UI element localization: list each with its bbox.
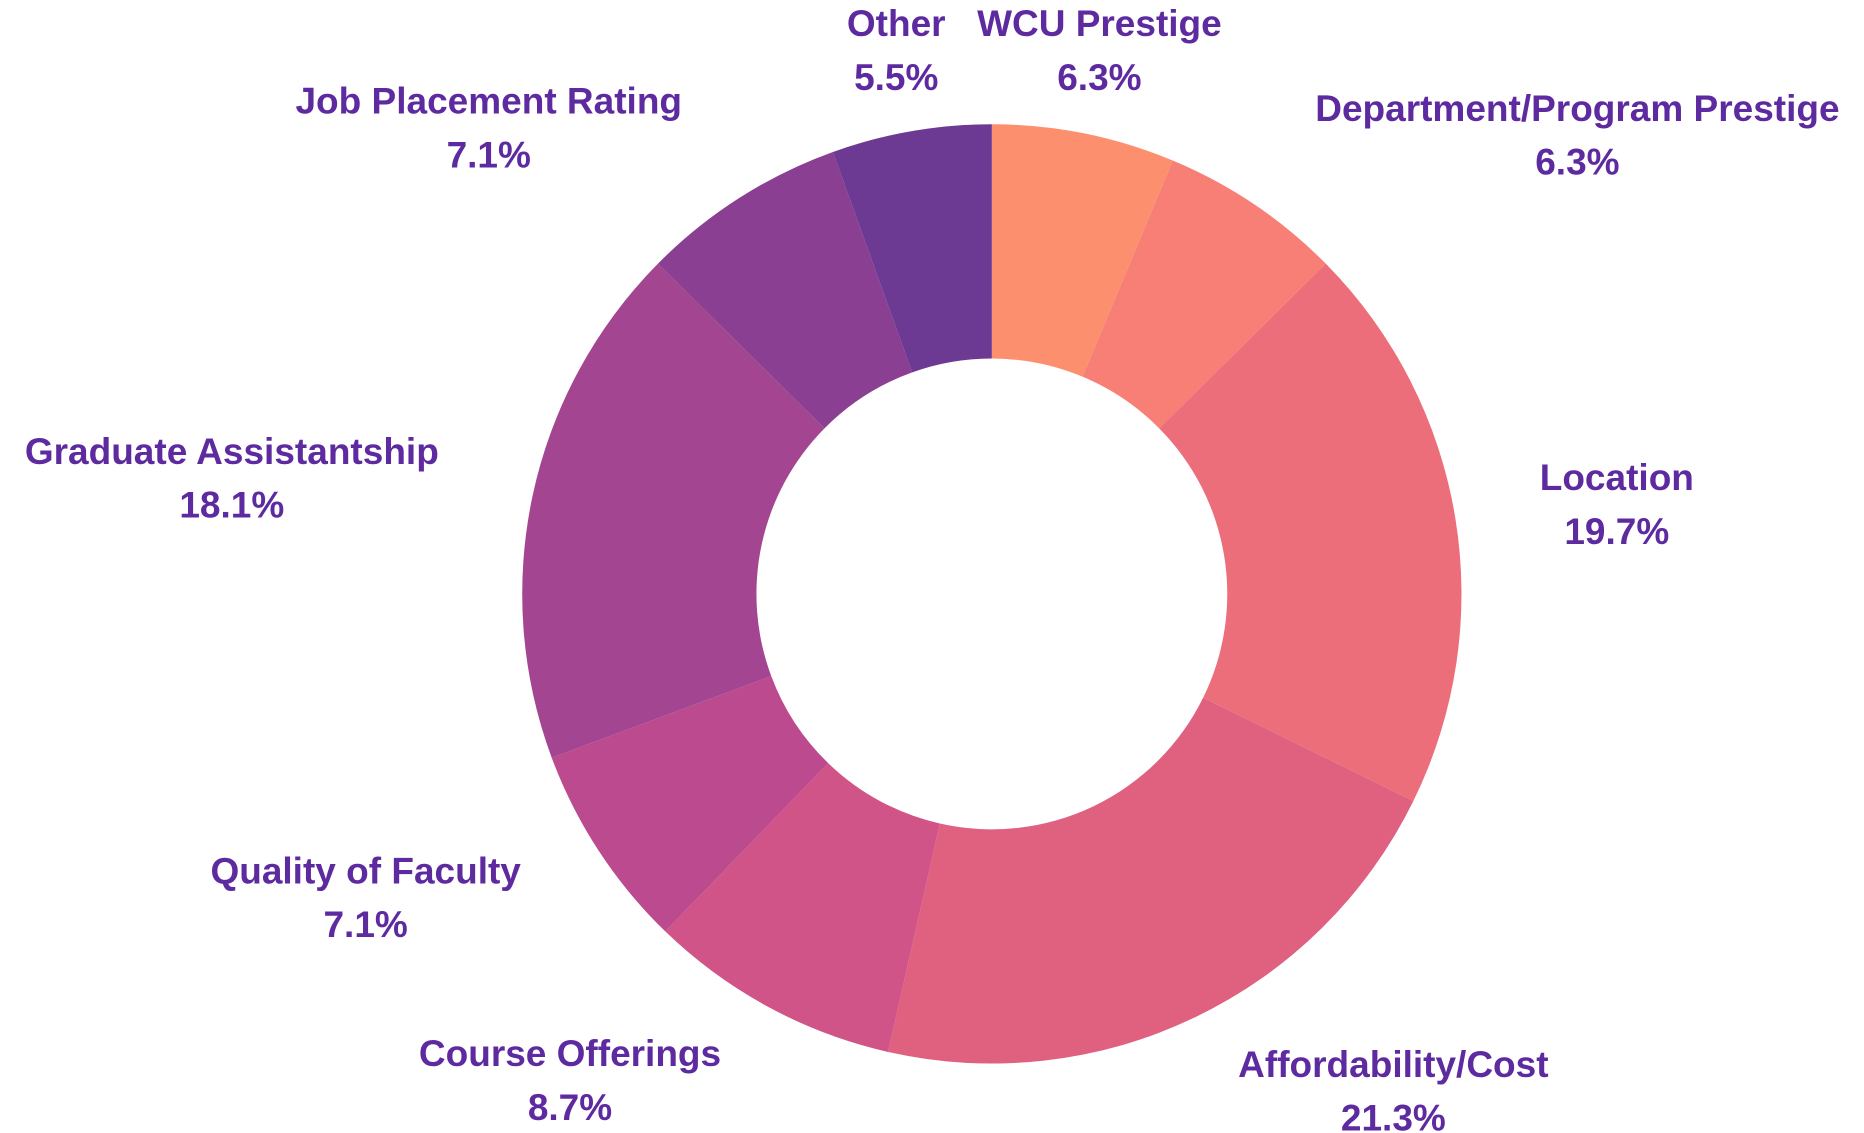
slice-label: Graduate Assistantship [25,431,439,472]
slice-label: Department/Program Prestige [1315,88,1839,129]
slice [657,151,913,429]
slice [665,763,940,1052]
slice [1082,160,1326,429]
value-label: 7.1% [447,135,531,176]
slice [551,676,829,932]
value-label: 8.7% [528,1087,612,1128]
value-label: 21.3% [1341,1098,1446,1133]
slice-label: Location [1540,457,1694,498]
slice-label: Job Placement Rating [295,81,682,122]
slice [1159,263,1462,801]
slice-label: Course Offerings [419,1033,721,1074]
value-label: 7.1% [323,904,407,945]
value-label: 19.7% [1564,511,1669,552]
slice-label: Other [847,3,946,44]
slice [991,124,1173,377]
slice-label: Affordability/Cost [1238,1044,1548,1085]
slice [832,124,992,373]
value-label: 5.5% [854,57,938,98]
slice [522,263,825,758]
value-label: 6.3% [1535,142,1619,183]
value-label: 18.1% [179,485,284,526]
slice [888,697,1414,1064]
value-label: 6.3% [1057,57,1141,98]
slice-label: WCU Prestige [977,3,1222,44]
slice-label: Quality of Faculty [210,850,521,891]
